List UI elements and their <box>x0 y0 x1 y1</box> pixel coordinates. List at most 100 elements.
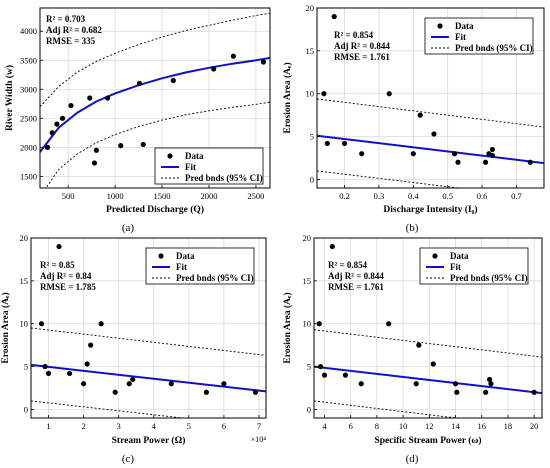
data-point <box>455 159 461 165</box>
lower-prediction-bound <box>31 400 187 418</box>
y-tick-label: 10 <box>20 319 29 329</box>
y-axis-label: Erosion Area (Aₑ) <box>282 62 293 133</box>
data-point <box>316 321 322 327</box>
x-tick-label: 12 <box>425 421 434 431</box>
x-tick-label: 1 <box>46 421 50 431</box>
data-point <box>59 115 66 121</box>
legend-marker-data <box>432 253 438 259</box>
data-point <box>87 95 93 101</box>
legend-label-data: Data <box>185 151 204 161</box>
y-axis-label: River Width (w) <box>4 65 15 131</box>
y-tick-label: 5 <box>24 362 28 372</box>
y-tick-label: 2000 <box>20 142 37 152</box>
y-tick-label: 20 <box>20 233 29 243</box>
y-tick-label: 0 <box>307 404 311 414</box>
data-point <box>252 389 259 395</box>
legend-label-data: Data <box>455 21 474 31</box>
data-point <box>81 381 87 387</box>
data-point <box>68 102 74 109</box>
fit-line <box>317 134 544 165</box>
legend-label-bounds: Pred bnds (95% CI) <box>176 273 254 283</box>
data-point <box>430 361 436 367</box>
y-tick-label: 4000 <box>20 26 37 36</box>
legend-marker-data <box>437 23 443 29</box>
y-tick-label: 5 <box>310 132 314 142</box>
data-point <box>324 140 330 147</box>
data-point <box>417 112 423 118</box>
fit-statistic: RMSE = 1.761 <box>334 52 390 62</box>
data-point <box>56 243 62 250</box>
data-point <box>88 342 94 348</box>
data-point <box>44 144 51 150</box>
y-tick-label: 1500 <box>20 171 37 181</box>
x-tick-label: 8 <box>375 421 379 431</box>
y-tick-label: 3000 <box>20 84 37 94</box>
y-tick-label: 15 <box>303 276 312 286</box>
chart-panel-4: 4 6 8 10 12 14 16 18 20 0 5 10 15 20 Specific Stream P… <box>282 233 543 465</box>
fit-statistic: Adj R² = 0.844 <box>334 41 390 51</box>
data-point <box>136 80 143 87</box>
y-tick-label: 0 <box>310 174 314 184</box>
data-point <box>104 95 111 101</box>
data-point <box>452 381 459 387</box>
data-point <box>359 151 365 157</box>
x-tick-label: 10 <box>399 421 408 431</box>
fit-statistic: R² = 0.85 <box>40 260 75 270</box>
data-point <box>42 363 48 370</box>
y-tick-label: 15 <box>20 276 29 286</box>
data-point <box>118 143 124 149</box>
fit-statistic: RMSE = 335 <box>46 36 96 46</box>
fit-statistic: Adj R² = 0.84 <box>40 271 92 281</box>
chart-panel-2: 0.2 0.3 0.4 0.5 0.6 0.7 0 5 10 15 20 Discharge Inte… <box>282 3 545 234</box>
chart-panel-3: 1 2 3 4 5 6 7 0 5 10 15 20 ×10⁴ Stream Power (Ω) Erosi… <box>0 233 267 465</box>
x-tick-label: 14 <box>451 421 460 431</box>
data-point <box>486 376 493 383</box>
x-tick-label: 18 <box>504 421 513 431</box>
x-axis-label: Discharge Intensity (I₀) <box>383 204 477 215</box>
panel-label: (b) <box>406 222 419 234</box>
x-tick-label: 3 <box>117 421 121 431</box>
data-point <box>211 66 217 72</box>
legend-label-fit: Fit <box>455 32 466 42</box>
y-tick-label: 15 <box>306 46 315 56</box>
y-tick-label: 10 <box>303 319 312 329</box>
legend-label-fit: Fit <box>450 262 461 272</box>
plot-area <box>40 12 270 188</box>
x-tick-label: 5 <box>187 421 191 431</box>
data-point <box>168 381 174 387</box>
lower-prediction-bound <box>45 101 270 188</box>
legend-label-data: Data <box>450 251 469 261</box>
data-point <box>358 381 364 387</box>
data-point <box>321 372 328 378</box>
data-point <box>112 389 118 395</box>
data-point <box>203 389 209 395</box>
x-tick-label: 0.7 <box>511 191 522 201</box>
y-tick-label: 2500 <box>20 113 37 123</box>
data-point <box>260 59 267 65</box>
y-tick-label: 10 <box>306 89 315 99</box>
x-tick-label: 4 <box>152 421 157 431</box>
x-tick-label: 2500 <box>247 191 264 201</box>
axes-frame <box>316 7 545 189</box>
data-point <box>221 381 227 387</box>
fit-statistic: R² = 0.854 <box>334 30 374 40</box>
y-tick-label: 20 <box>303 233 312 243</box>
x-tick-label: 2000 <box>200 191 217 201</box>
x-tick-label: 4 <box>322 421 327 431</box>
data-point <box>416 342 422 348</box>
data-point <box>54 121 60 127</box>
x-axis-label: Specific Stream Power (ω) <box>374 435 481 446</box>
data-point <box>489 146 496 153</box>
data-point <box>451 151 458 157</box>
x-axis-label: Stream Power (Ω) <box>112 435 186 446</box>
x-tick-label: 0.3 <box>374 191 385 201</box>
data-point <box>170 77 176 84</box>
y-tick-label: 20 <box>306 3 315 13</box>
data-point <box>317 363 324 370</box>
data-point <box>331 13 337 20</box>
data-point <box>342 372 349 378</box>
data-point <box>431 131 437 137</box>
